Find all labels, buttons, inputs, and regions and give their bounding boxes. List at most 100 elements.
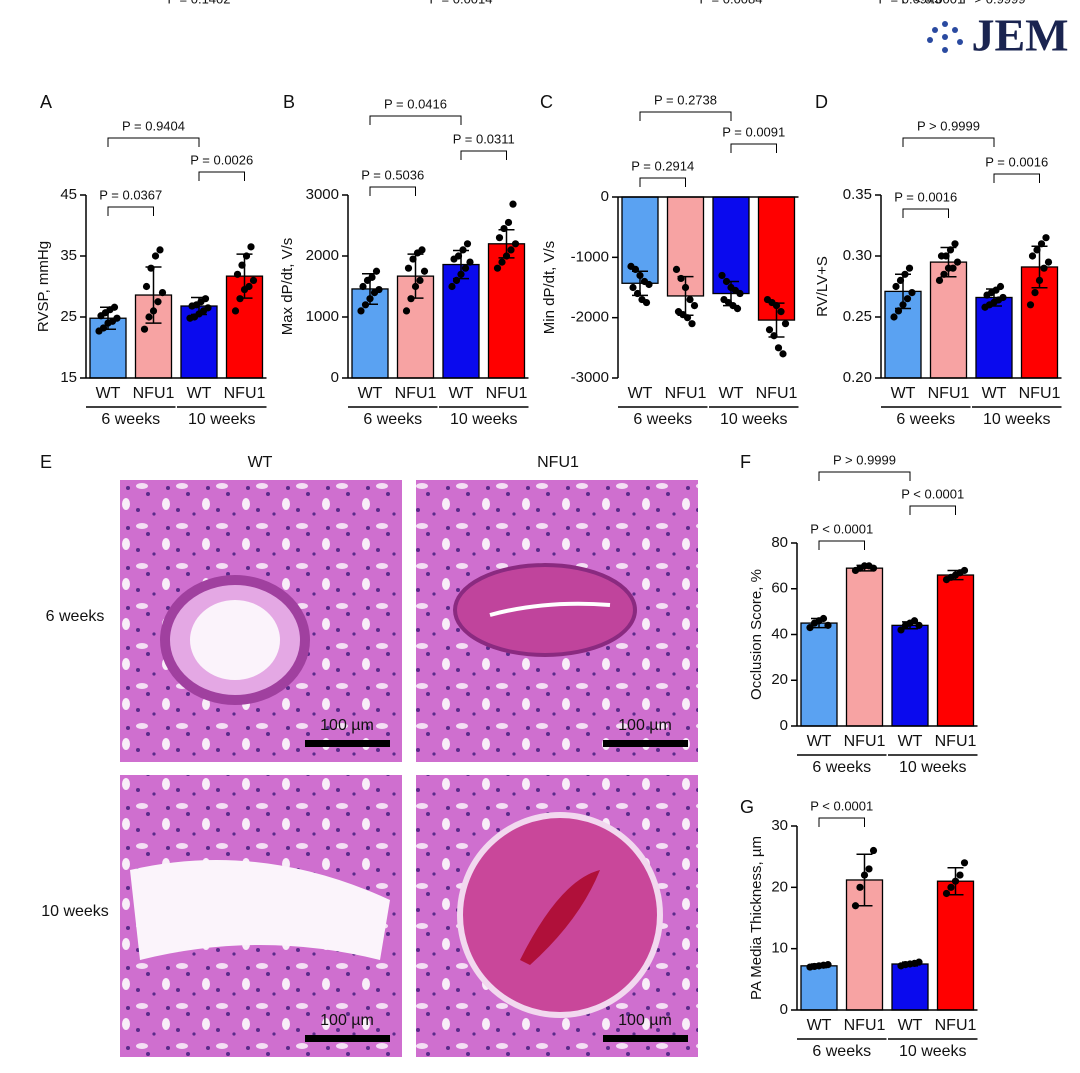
data-point — [1040, 264, 1048, 272]
y-tick-label: 0.35 — [843, 186, 872, 203]
data-point — [448, 282, 456, 291]
group-label: 6 weeks — [812, 1043, 871, 1060]
bar — [442, 263, 480, 379]
y-tick-label: 2000 — [306, 247, 339, 264]
p-value: P = 0.0084 — [699, 0, 762, 6]
data-point — [949, 264, 957, 272]
p-value: P = 0.5036 — [361, 167, 424, 182]
y-tick-label: 40 — [771, 625, 788, 642]
y-tick-label: 25 — [60, 308, 77, 325]
data-point — [869, 846, 878, 855]
column-label: WT — [248, 454, 273, 471]
x-tick-label: NFU1 — [224, 385, 266, 402]
data-point — [113, 314, 121, 322]
data-point — [865, 865, 873, 873]
error-bar — [362, 272, 378, 305]
scale-bar — [603, 740, 688, 747]
data-point — [145, 313, 153, 321]
group-label: 6 weeks — [633, 411, 692, 428]
y-tick-label: 15 — [60, 369, 77, 386]
data-point — [688, 320, 696, 328]
data-point — [672, 265, 681, 273]
data-point — [733, 305, 742, 313]
scale-bar — [603, 1035, 688, 1042]
group-label: 6 weeks — [896, 411, 955, 428]
error-bar — [723, 280, 739, 307]
error-bar — [236, 253, 253, 299]
data-point — [466, 258, 474, 266]
y-axis-label: PA Media Thickness, µm — [748, 836, 765, 1000]
data-point — [158, 289, 167, 297]
comparison-bracket — [818, 817, 865, 827]
data-point — [851, 902, 860, 910]
y-axis-label: Max dP/dt, V/s — [279, 238, 296, 336]
data-point — [856, 883, 864, 891]
data-point — [245, 282, 253, 291]
p-value: P = 0.0026 — [190, 152, 253, 167]
error-bar — [902, 961, 918, 967]
p-value: P = 0.0367 — [99, 187, 162, 202]
x-tick-label: WT — [358, 385, 383, 402]
data-point — [947, 883, 955, 891]
panel-letter: F — [740, 452, 751, 472]
error-bar — [940, 246, 957, 278]
x-tick-label: NFU1 — [395, 385, 437, 402]
p-value: P < 0.0001 — [901, 0, 964, 6]
error-bar — [811, 963, 827, 969]
data-point — [375, 285, 383, 294]
bar — [975, 296, 1013, 379]
p-value: P = 0.9404 — [122, 118, 185, 133]
data-point — [504, 218, 513, 227]
bar — [891, 624, 929, 727]
p-value: P = 0.2914 — [631, 158, 694, 173]
data-point — [736, 289, 744, 298]
x-tick-label: NFU1 — [133, 385, 175, 402]
panel-letter: B — [283, 92, 295, 112]
data-point — [935, 276, 944, 284]
data-point — [416, 276, 424, 284]
p-value: P > 0.9999 — [917, 118, 980, 133]
scale-label: 100 µm — [618, 717, 672, 734]
error-bar — [100, 306, 116, 330]
p-value: P < 0.0001 — [810, 798, 873, 813]
data-point — [231, 307, 240, 315]
x-tick-label: NFU1 — [844, 1017, 886, 1034]
data-point — [892, 282, 900, 291]
p-value: P < 0.0001 — [901, 486, 964, 501]
comparison-bracket — [198, 171, 245, 181]
y-tick-label: 20 — [771, 671, 788, 688]
scale-label: 100 µm — [618, 1012, 672, 1029]
data-point — [960, 859, 969, 867]
data-point — [359, 282, 367, 291]
comparison-bracket — [369, 186, 416, 196]
data-point — [233, 270, 242, 278]
group-label: 10 weeks — [899, 759, 967, 776]
x-tick-label: WT — [891, 385, 916, 402]
x-tick-label: NFU1 — [935, 1017, 977, 1034]
logo: JEM — [927, 10, 1069, 61]
x-tick-label: WT — [449, 385, 474, 402]
group-label: 10 weeks — [983, 411, 1051, 428]
data-point — [890, 313, 898, 321]
data-point — [247, 243, 255, 251]
bar — [929, 261, 968, 379]
group-label: 10 weeks — [188, 411, 256, 428]
error-bar — [947, 569, 964, 581]
x-tick-label: WT — [96, 385, 121, 402]
bar — [800, 622, 838, 727]
p-value: P = 0.0091 — [722, 124, 785, 139]
data-point — [869, 564, 878, 572]
panel-letter: G — [740, 797, 754, 817]
data-point — [777, 308, 785, 316]
data-point — [507, 246, 515, 254]
data-point — [402, 307, 411, 315]
data-point — [824, 961, 832, 969]
group-label: 10 weeks — [450, 411, 518, 428]
y-tick-label: 0 — [780, 717, 788, 734]
y-tick-label: -2000 — [571, 309, 609, 326]
y-tick-label: 30 — [771, 817, 788, 834]
comparison-bracket — [639, 177, 686, 187]
error-bar — [498, 229, 515, 259]
x-tick-label: WT — [719, 385, 744, 402]
error-bar — [947, 866, 964, 896]
